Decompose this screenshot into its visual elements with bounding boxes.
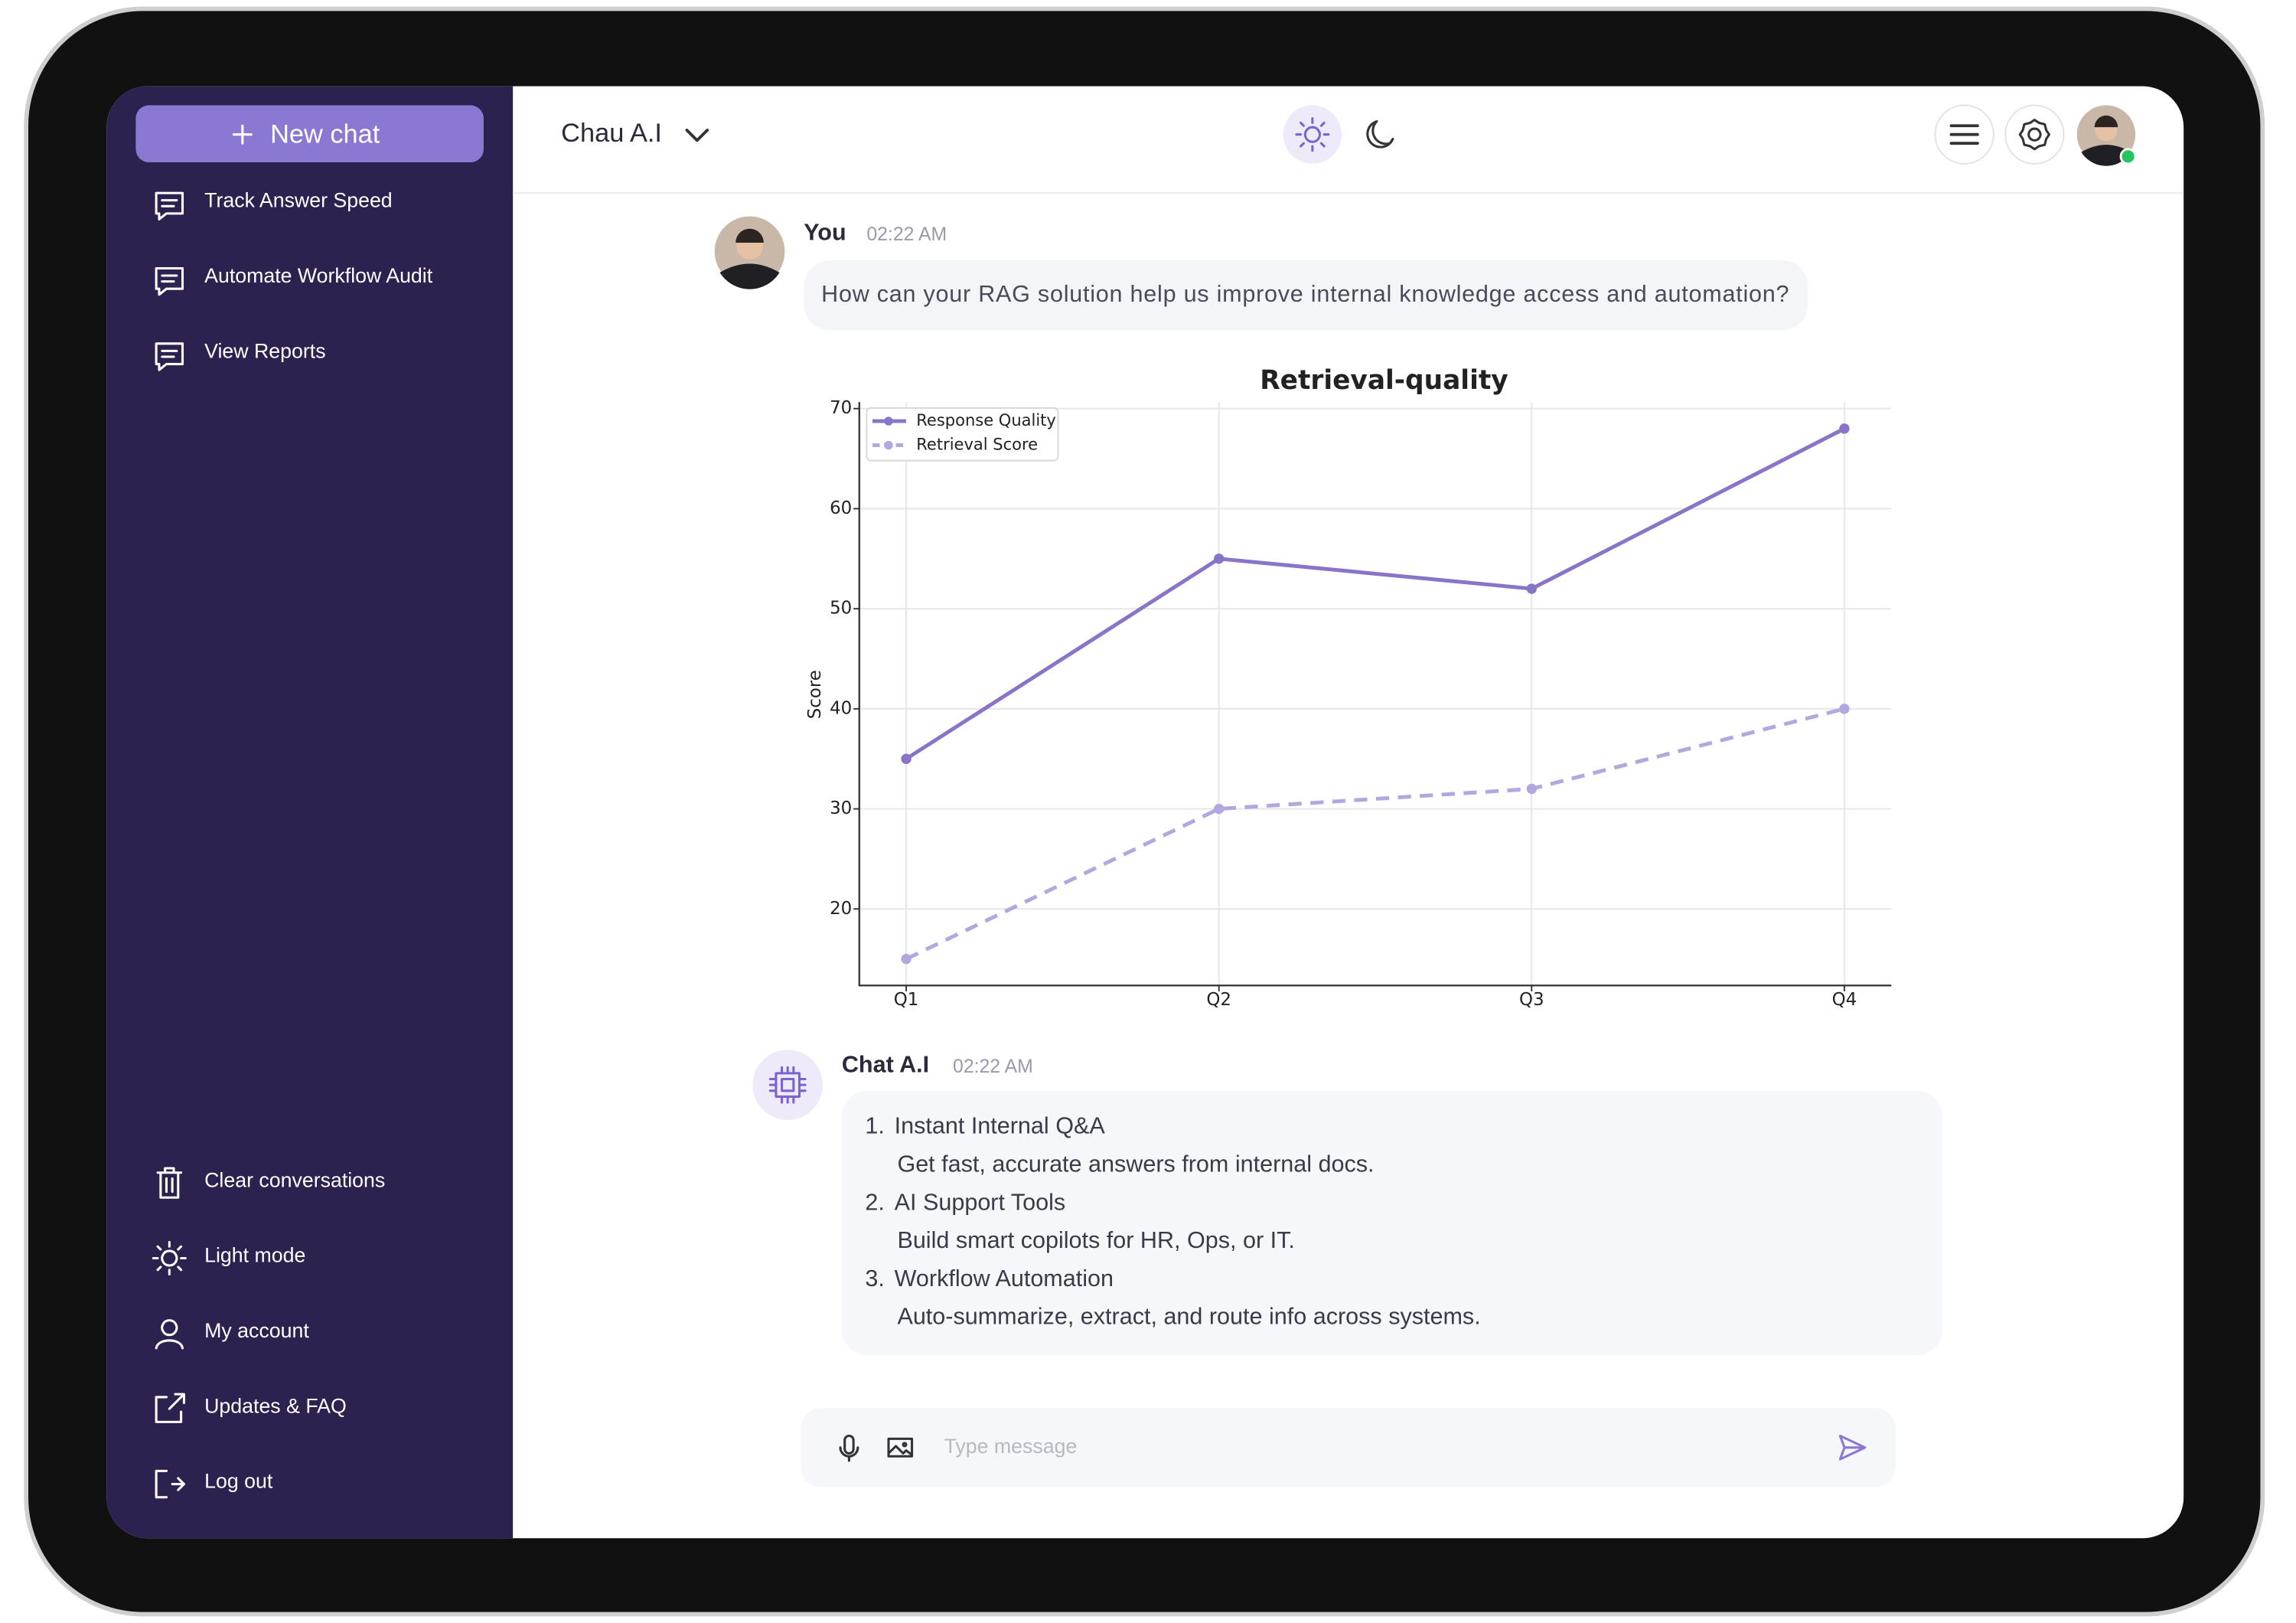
ai-avatar [752, 1050, 823, 1120]
online-dot [2119, 148, 2137, 165]
y-axis-label: Score [805, 670, 825, 719]
plus-icon [232, 124, 253, 145]
menu-icon [152, 1240, 187, 1276]
new-chat-label: New chat [270, 120, 380, 149]
user-avatar-body [719, 263, 780, 289]
sidebar [106, 86, 514, 1539]
legend-marker [884, 440, 893, 450]
data-point [1839, 704, 1850, 714]
light-toggle-bg[interactable] [1283, 105, 1342, 164]
legend-marker [884, 416, 893, 426]
ai-name: Chat A.I [842, 1051, 929, 1077]
history-item[interactable]: View Reports [204, 339, 325, 362]
chat-icon [155, 191, 184, 221]
hamburger-icon [1949, 124, 1979, 145]
list-title: AI Support Tools [895, 1189, 1066, 1215]
ai-time: 02:22 AM [953, 1056, 1033, 1077]
data-point [901, 753, 912, 764]
menu-item[interactable]: My account [204, 1319, 309, 1342]
data-point [1214, 554, 1225, 564]
legend-label: Retrieval Score [916, 436, 1038, 454]
x-tick-label: Q2 [1206, 990, 1231, 1010]
list-marker: 2. [865, 1189, 884, 1215]
user-text: How can your RAG solution help us improv… [821, 281, 1789, 307]
menu-item[interactable]: Updates & FAQ [204, 1394, 347, 1417]
menu-label: My account [204, 1319, 309, 1342]
list-title: Instant Internal Q&A [895, 1113, 1106, 1139]
chart-title: Retrieval-quality [1260, 365, 1508, 396]
y-tick-label: 70 [830, 398, 852, 418]
menu-icon [155, 1319, 184, 1350]
history-label: Automate Workflow Audit [204, 264, 433, 287]
settings-button[interactable] [2004, 104, 2065, 165]
x-tick-label: Q3 [1519, 990, 1544, 1010]
new-chat-button[interactable]: New chat [135, 105, 484, 162]
chat-icon [155, 342, 184, 371]
data-point [1526, 583, 1537, 594]
new-chat-bg [135, 105, 484, 162]
image-icon [887, 1437, 914, 1458]
data-point [901, 953, 912, 965]
list-detail: Get fast, accurate answers from internal… [897, 1151, 1374, 1177]
user-avatar-hair [735, 228, 764, 243]
user-bubble [804, 260, 1808, 331]
user-time: 02:22 AM [866, 224, 947, 245]
chart: Retrieval-quality Score 20 30 40 50 60 70 Q1 Q2 Q3… [805, 365, 1892, 1010]
menu-label: Updates & FAQ [204, 1394, 347, 1417]
data-point [1214, 803, 1225, 815]
legend: Response Quality Retrieval Score [866, 407, 1059, 462]
history-item[interactable]: Automate Workflow Audit [204, 264, 433, 287]
input-placeholder: Type message [944, 1435, 1078, 1458]
message-input[interactable] [801, 1408, 1896, 1487]
dropdown-chevron [685, 129, 709, 142]
line-series [905, 426, 1846, 761]
send-icon [1838, 1435, 1867, 1461]
y-tick-label: 50 [830, 599, 852, 619]
menu-item[interactable]: Log out [204, 1470, 273, 1493]
header-title: Chau A.I [561, 119, 662, 148]
profile-avatar-body [2081, 145, 2131, 166]
y-tick-label: 30 [830, 798, 852, 818]
ai-bubble [841, 1090, 1943, 1356]
list-detail: Auto-summarize, extract, and route info … [897, 1304, 1480, 1330]
menu-item[interactable]: Light mode [204, 1244, 305, 1267]
mic-icon [839, 1435, 859, 1462]
history-label: View Reports [204, 339, 325, 362]
menu-label: Light mode [204, 1244, 305, 1267]
menu-icon [156, 1167, 183, 1199]
list-detail: Build smart copilots for HR, Ops, or IT. [897, 1227, 1294, 1253]
moon-icon [1366, 119, 1394, 149]
menu-icon [155, 1393, 185, 1423]
line-series [905, 707, 1845, 961]
list-marker: 3. [865, 1265, 884, 1292]
chat-icon [155, 266, 184, 296]
gear-icon [2018, 119, 2050, 151]
sun-icon [1295, 117, 1330, 152]
history-label: Track Answer Speed [204, 189, 393, 212]
axes-frame [858, 402, 1892, 987]
history-item[interactable]: Track Answer Speed [204, 189, 393, 212]
menu-item[interactable]: Clear conversations [204, 1168, 385, 1191]
data-point [1526, 783, 1537, 795]
menu-label: Clear conversations [204, 1168, 385, 1191]
y-tick-label: 60 [830, 498, 852, 518]
menu-icon [155, 1469, 185, 1499]
list-marker: 1. [865, 1113, 884, 1139]
menu-label: Log out [204, 1470, 273, 1493]
legend-label: Response Quality [916, 411, 1056, 429]
data-point [1839, 423, 1850, 434]
list-title: Workflow Automation [895, 1265, 1114, 1292]
y-tick-label: 20 [830, 899, 852, 919]
legend-box [866, 407, 1059, 462]
chip-icon [768, 1066, 807, 1104]
user-name: You [804, 220, 846, 246]
x-tick-label: Q4 [1832, 990, 1857, 1010]
y-tick-label: 40 [830, 698, 852, 718]
x-tick-label: Q1 [894, 990, 919, 1010]
profile-avatar-hair [2094, 115, 2118, 128]
